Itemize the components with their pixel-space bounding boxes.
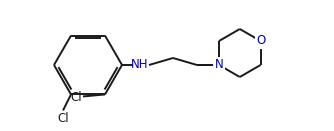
Text: Cl: Cl <box>70 91 82 104</box>
Text: Cl: Cl <box>57 112 69 125</box>
Text: N: N <box>215 59 223 72</box>
Text: N: N <box>215 59 223 72</box>
Text: O: O <box>256 34 265 48</box>
Text: NH: NH <box>131 59 149 72</box>
